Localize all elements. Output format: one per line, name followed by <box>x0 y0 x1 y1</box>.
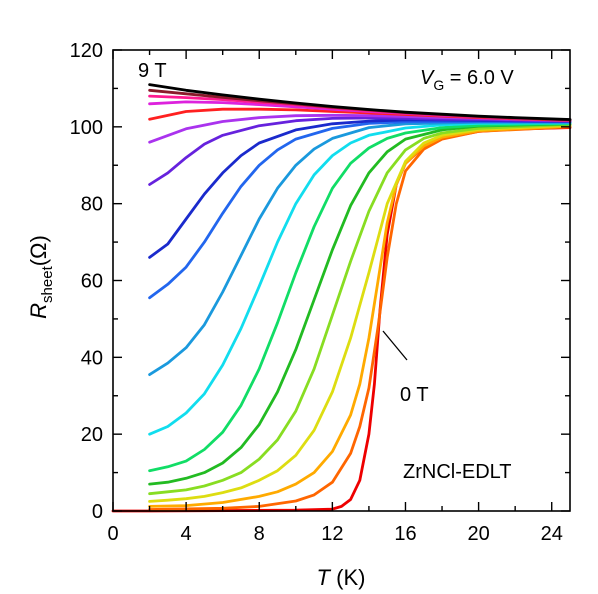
x-tick-label: 16 <box>394 523 416 545</box>
x-tick-label: 12 <box>321 523 343 545</box>
y-tick-label: 80 <box>81 194 103 216</box>
series-line-13 <box>148 123 572 496</box>
series-line-7 <box>148 118 572 259</box>
annotation-0t: 0 T <box>400 384 429 406</box>
series-line-16 <box>148 125 572 511</box>
y-axis-label: Rsheet(Ω) <box>26 235 56 319</box>
y-axis-subscript: sheet <box>39 265 56 303</box>
annotation-device: ZrNCl-EDLT <box>403 461 512 483</box>
series-line-12 <box>148 122 572 486</box>
gate-voltage-value: = 6.0 V <box>444 67 514 89</box>
y-tick-label: 120 <box>70 40 103 62</box>
series-line-0 <box>148 83 572 121</box>
series-line-11 <box>148 122 572 473</box>
gate-voltage-subscript: G <box>433 77 444 93</box>
x-axis-symbol: T <box>317 565 332 590</box>
series-line-17 <box>111 126 572 513</box>
y-tick-label: 20 <box>81 424 103 446</box>
y-axis-unit: (Ω) <box>26 235 51 266</box>
y-tick-label: 0 <box>92 501 103 523</box>
y-axis-symbol: R <box>26 303 51 319</box>
x-axis-label: T (K) <box>317 565 366 590</box>
y-tick-label: 100 <box>70 117 103 139</box>
series-layer <box>111 83 572 513</box>
x-tick-label: 20 <box>467 523 489 545</box>
gate-voltage-symbol: V <box>420 67 435 89</box>
x-tick-label: 24 <box>541 523 563 545</box>
series-line-9 <box>148 120 572 376</box>
x-tick-label: 4 <box>181 523 192 545</box>
x-tick-label: 0 <box>107 523 118 545</box>
annotation-0t-leader <box>382 330 408 361</box>
annotation-gate-voltage: VG = 6.0 V <box>420 67 514 93</box>
series-line-8 <box>148 120 572 300</box>
x-tick-label: 8 <box>254 523 265 545</box>
annotation-9t: 9 T <box>138 60 167 82</box>
y-tick-label: 60 <box>81 271 103 293</box>
axes-layer: 0 4 8 12 16 20 24 0 20 40 60 80 100 120 <box>70 40 571 545</box>
series-line-15 <box>148 124 572 508</box>
x-axis-unit: (K) <box>330 565 365 590</box>
y-tick-label: 40 <box>81 347 103 369</box>
series-line-14 <box>148 123 572 503</box>
series-line-10 <box>148 121 572 436</box>
